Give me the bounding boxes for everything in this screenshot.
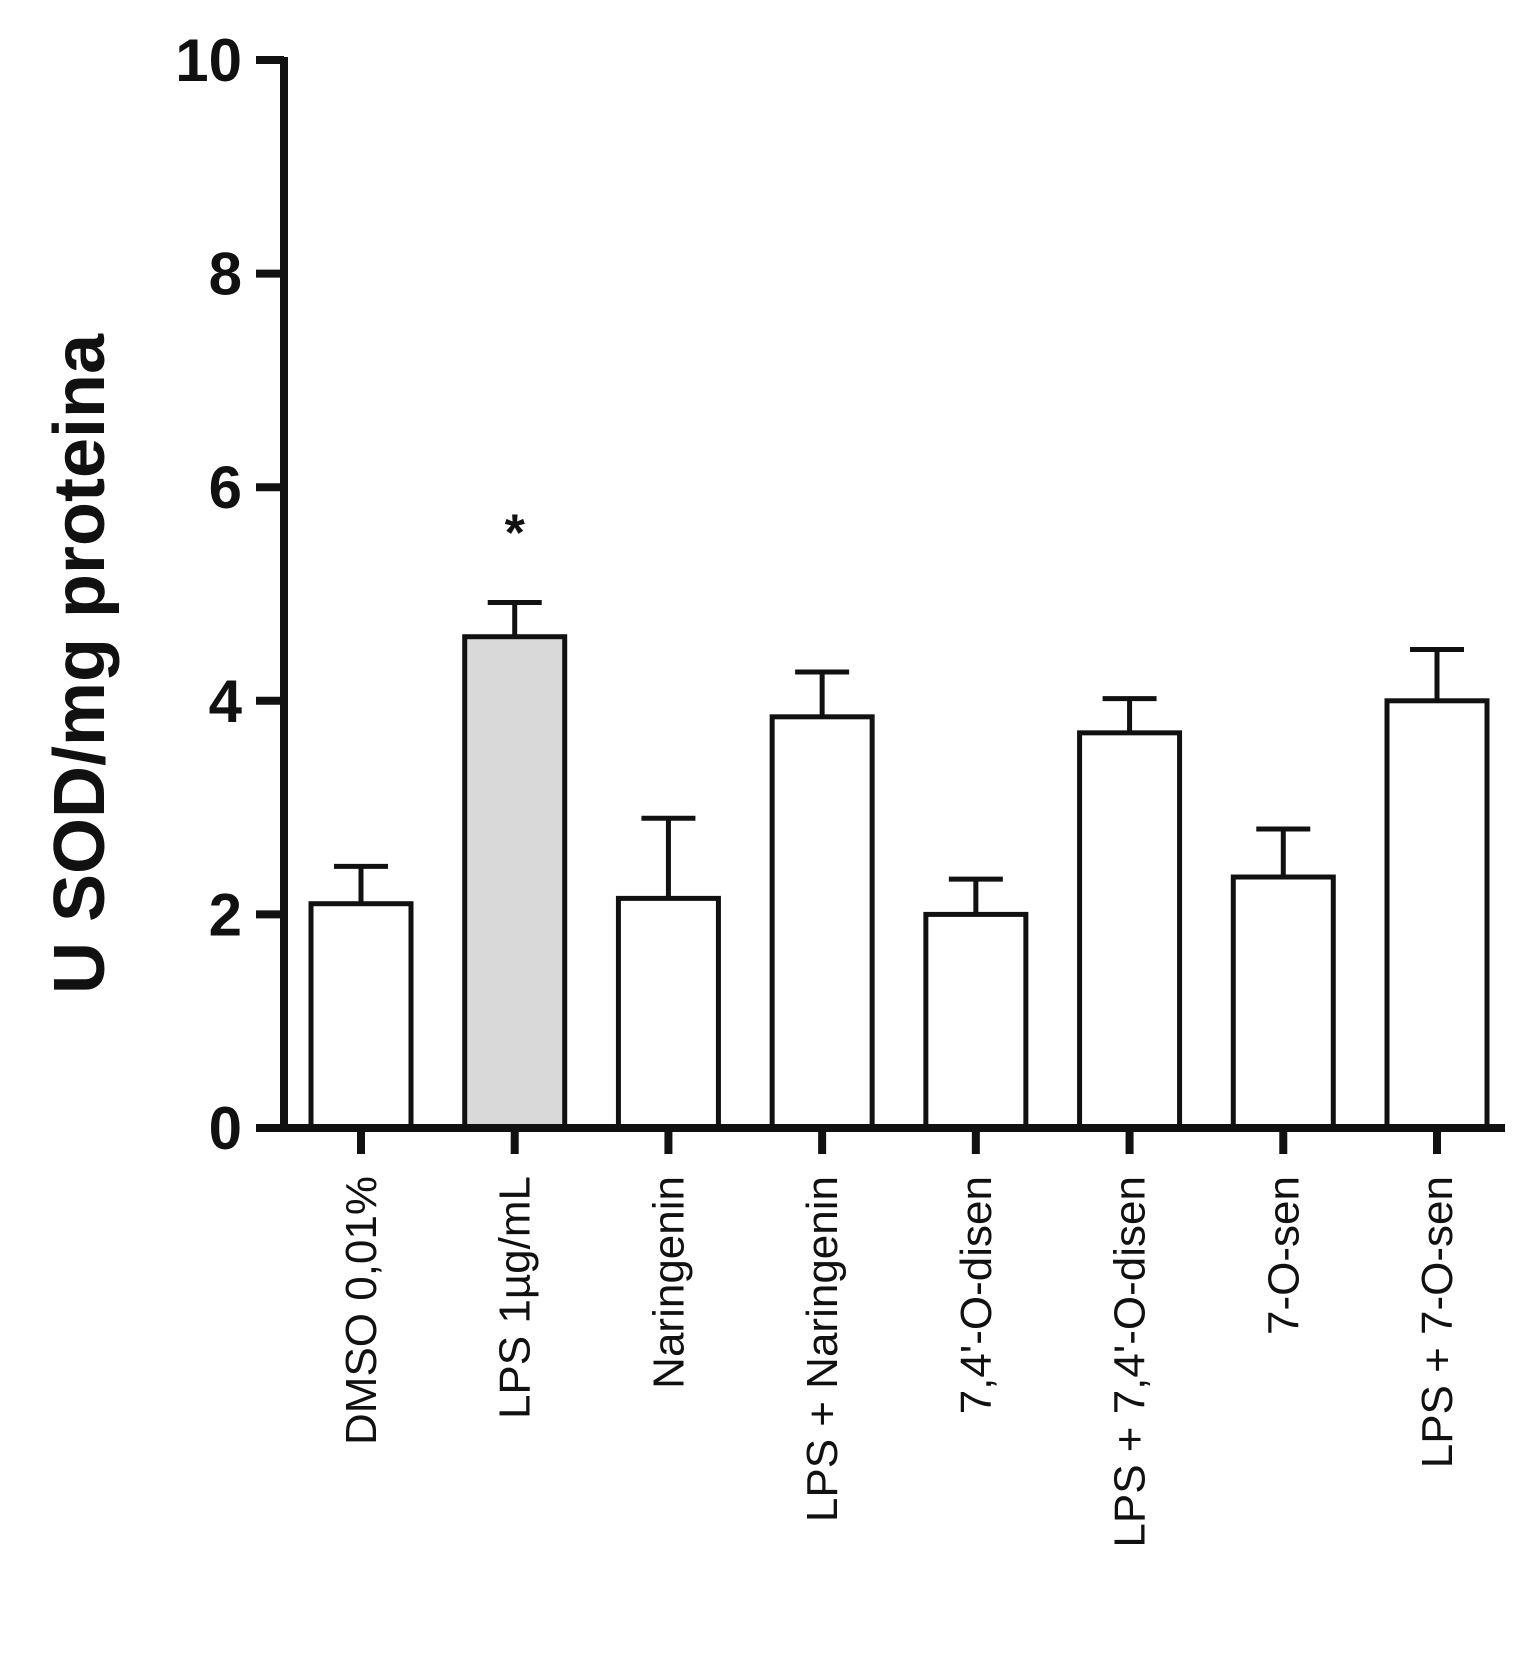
bar [769,714,875,1131]
bar [462,634,568,1131]
x-tick-label: 7-O-sen [1259,1176,1308,1335]
x-tick-label: 7,4'-O-disen [952,1176,1001,1414]
y-tick-label: 10 [175,27,242,94]
bar [308,901,414,1131]
x-tick-label: LPS + 7-O-sen [1413,1176,1462,1468]
x-tick-label: LPS + Naringenin [798,1176,847,1522]
x-tick-label: Naringenin [644,1176,693,1389]
y-tick-label: 4 [209,668,243,735]
significance-marker: * [505,505,526,563]
y-tick-label: 0 [209,1095,242,1162]
labels-layer: * 0 2 4 6 8 10 DMSO 0,01% LPS 1µg/mL Naringenin LP… [40,27,1462,1548]
bar [923,911,1029,1131]
x-tick-label: LPS + 7,4'-O-disen [1106,1176,1155,1548]
bar [1230,874,1336,1131]
y-tick-label: 6 [209,454,242,521]
bar [1384,698,1490,1131]
bars-layer [308,600,1490,1131]
bar [1077,730,1183,1131]
y-tick-label: 8 [209,241,242,308]
x-tick-label: DMSO 0,01% [337,1176,386,1445]
y-axis-title: U SOD/mg proteina [40,333,120,994]
axes-layer [256,56,1505,1154]
y-tick-label: 2 [209,881,242,948]
bar [615,895,721,1131]
x-tick-label: LPS 1µg/mL [491,1176,540,1419]
